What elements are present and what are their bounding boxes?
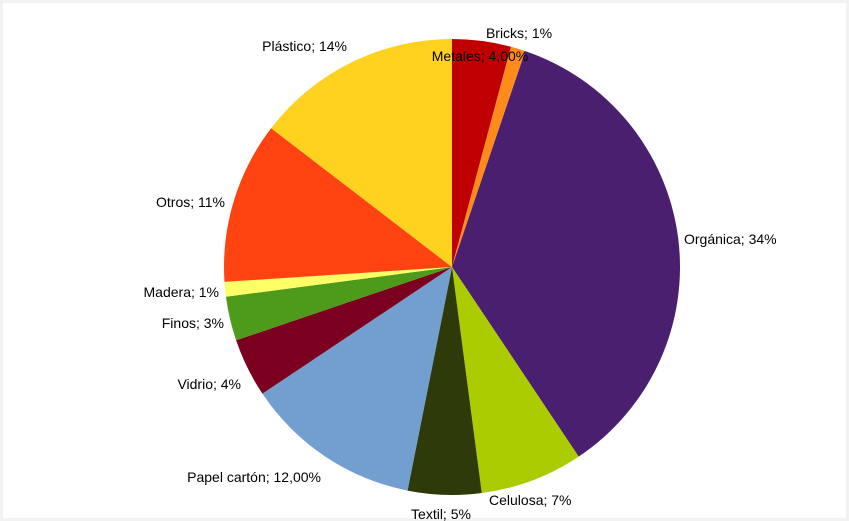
slice-label: Otros; 11% — [156, 194, 225, 210]
pie-slice — [236, 267, 452, 394]
slice-label: Papel cartón; 12,00% — [187, 469, 321, 485]
pie-slice — [452, 267, 579, 494]
pie-slice — [407, 267, 482, 496]
pie-slice — [262, 267, 452, 491]
slice-label: Textil; 5% — [411, 506, 471, 521]
slice-label: Metales; 4,00% — [432, 48, 529, 64]
slice-label: Vidrio; 4% — [177, 376, 241, 392]
pie-slice — [225, 267, 452, 341]
slice-label: Plástico; 14% — [262, 38, 347, 54]
pie-slice — [271, 39, 452, 267]
slice-label: Madera; 1% — [144, 284, 219, 300]
pie-slices — [224, 39, 681, 496]
pie-slice — [452, 46, 526, 267]
pie-labels: Metales; 4,00% Bricks; 1% Orgánica; 34% Cel… — [144, 25, 777, 521]
pie-slice — [452, 39, 512, 267]
pie-slice — [224, 128, 452, 282]
pie-slice — [224, 267, 452, 297]
slice-label: Celulosa; 7% — [489, 492, 572, 508]
slice-label: Finos; 3% — [162, 315, 224, 331]
slice-label: Orgánica; 34% — [684, 231, 777, 247]
slice-label: Bricks; 1% — [486, 25, 552, 41]
pie-slice — [452, 51, 681, 457]
